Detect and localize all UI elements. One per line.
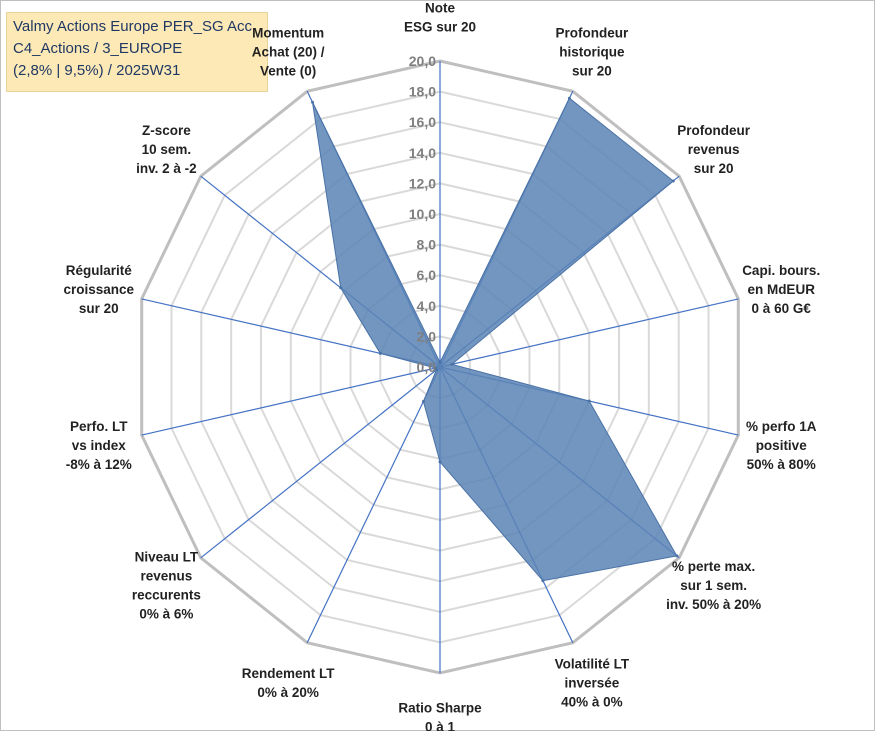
- tick-label: 6,0: [417, 267, 437, 283]
- data-point: [438, 460, 442, 464]
- axis-label-line: 50% à 80%: [747, 457, 816, 472]
- tick-label: 0,0: [417, 359, 437, 375]
- axis-label-line: Régularité: [66, 263, 133, 278]
- tick-label: 12,0: [409, 175, 436, 191]
- axis-label-line: Capi. bours.: [742, 263, 820, 278]
- tick-label: 10,0: [409, 206, 436, 222]
- data-point: [567, 96, 571, 100]
- data-point: [421, 400, 425, 403]
- axis-label-line: Momentum: [252, 26, 324, 41]
- series-area: [312, 97, 678, 582]
- radar-spoke: [439, 298, 739, 368]
- axis-label-2: Profondeur revenus sur 20: [677, 123, 750, 176]
- radar-spoke: [306, 366, 441, 643]
- axis-label-5: % perte max. sur 1 sem. inv. 50% à 20%: [666, 559, 761, 612]
- axis-label-7: Ratio Sharpe 0 à 1: [398, 701, 482, 731]
- data-point: [378, 351, 382, 355]
- axis-label-line: vs index: [72, 438, 127, 453]
- axis-label-line: inversée: [565, 675, 620, 690]
- axis-label-line: 0 à 60 G€: [752, 301, 812, 316]
- tick-label: 8,0: [417, 237, 437, 253]
- axis-label-line: 0% à 20%: [257, 685, 319, 700]
- radar-spoke: [141, 366, 441, 436]
- tick-label: 18,0: [409, 84, 436, 100]
- axis-label-line: revenus: [688, 142, 740, 157]
- axis-label-line: revenus: [141, 569, 193, 584]
- axis-label-3: Capi. bours. en MdEUR 0 à 60 G€: [742, 263, 820, 316]
- axis-label-line: 10 sem.: [142, 142, 192, 157]
- tick-label: 2,0: [417, 328, 437, 344]
- axis-label-line: 0% à 6%: [139, 607, 193, 622]
- axis-label-line: en MdEUR: [747, 282, 815, 297]
- tick-label: 14,0: [409, 145, 436, 161]
- axis-label-line: sur 1 sem.: [680, 578, 747, 593]
- data-point: [339, 286, 343, 290]
- axis-labels: Note ESG sur 20 Profondeur historique sur 20…: [64, 1, 821, 731]
- axis-label-line: % perte max.: [672, 559, 755, 574]
- axis-label-line: -8% à 12%: [66, 457, 132, 472]
- axis-label-line: ESG sur 20: [404, 20, 476, 35]
- axis-label-13: Momentum Achat (20) / Vente (0): [252, 26, 325, 79]
- axis-label-line: historique: [559, 45, 625, 60]
- axis-label-line: inv. 2 à -2: [136, 161, 197, 176]
- radar-series: [311, 96, 679, 583]
- axis-label-1: Profondeur historique sur 20: [556, 26, 629, 79]
- axis-label-12: Z-score 10 sem. inv. 2 à -2: [136, 123, 197, 176]
- axis-label-6: Volatilité LT inversée 40% à 0%: [555, 656, 630, 709]
- tick-label: 20,0: [409, 53, 436, 69]
- axis-label-line: sur 20: [694, 161, 734, 176]
- axis-label-line: inv. 50% à 20%: [666, 597, 761, 612]
- axis-label-line: Achat (20) /: [252, 45, 325, 60]
- axis-label-9: Niveau LT revenus reccurents 0% à 6%: [132, 550, 201, 622]
- axis-label-line: % perfo 1A: [746, 419, 817, 434]
- axis-label-11: Régularité croissance sur 20: [64, 263, 135, 316]
- axis-label-0: Note ESG sur 20: [404, 1, 476, 35]
- axis-label-line: Volatilité LT: [555, 656, 630, 671]
- axis-label-4: % perfo 1A positive 50% à 80%: [746, 419, 817, 472]
- data-point: [587, 399, 591, 403]
- axis-label-line: Profondeur: [677, 123, 750, 138]
- data-point: [671, 179, 675, 183]
- axis-label-line: Ratio Sharpe: [398, 701, 482, 716]
- chart-title-line-2: C4_Actions / 3_EUROPE: [13, 40, 183, 57]
- axis-label-line: sur 20: [572, 64, 612, 79]
- chart-title-box: Valmy Actions Europe PER_SG Acc C4_Actio…: [6, 12, 268, 92]
- axis-label-line: Z-score: [142, 123, 191, 138]
- axis-label-line: Note: [425, 1, 455, 16]
- data-point: [311, 100, 314, 104]
- data-point: [434, 366, 437, 370]
- axis-label-line: Vente (0): [260, 64, 316, 79]
- axis-label-8: Rendement LT 0% à 20%: [242, 666, 336, 700]
- axis-label-line: Niveau LT: [135, 550, 199, 565]
- chart-title-line-3: (2,8% | 9,5%) / 2025W31: [13, 62, 181, 79]
- axis-label-line: Rendement LT: [242, 666, 336, 681]
- chart-title-line-1: Valmy Actions Europe PER_SG Acc: [13, 18, 252, 35]
- axis-label-line: 0 à 1: [425, 720, 456, 731]
- data-point: [541, 579, 545, 583]
- tick-label: 16,0: [409, 114, 436, 130]
- axis-label-line: Profondeur: [556, 26, 629, 41]
- axis-label-line: sur 20: [79, 301, 119, 316]
- axis-label-line: croissance: [64, 282, 135, 297]
- radial-tick-labels: 0,0 2,0 4,0 6,0 8,0 10,0 12,0 14,0 16,0 18,0 20,0: [409, 53, 436, 375]
- axis-label-line: 40% à 0%: [561, 694, 623, 709]
- data-point: [675, 554, 679, 558]
- tick-label: 4,0: [417, 298, 437, 314]
- radar-spoke: [200, 366, 441, 559]
- data-point: [450, 362, 454, 366]
- data-point: [438, 360, 442, 364]
- axis-label-line: reccurents: [132, 588, 201, 603]
- axis-label-10: Perfo. LT vs index -8% à 12%: [66, 419, 132, 472]
- axis-label-line: positive: [756, 438, 808, 453]
- axis-label-line: Perfo. LT: [70, 419, 128, 434]
